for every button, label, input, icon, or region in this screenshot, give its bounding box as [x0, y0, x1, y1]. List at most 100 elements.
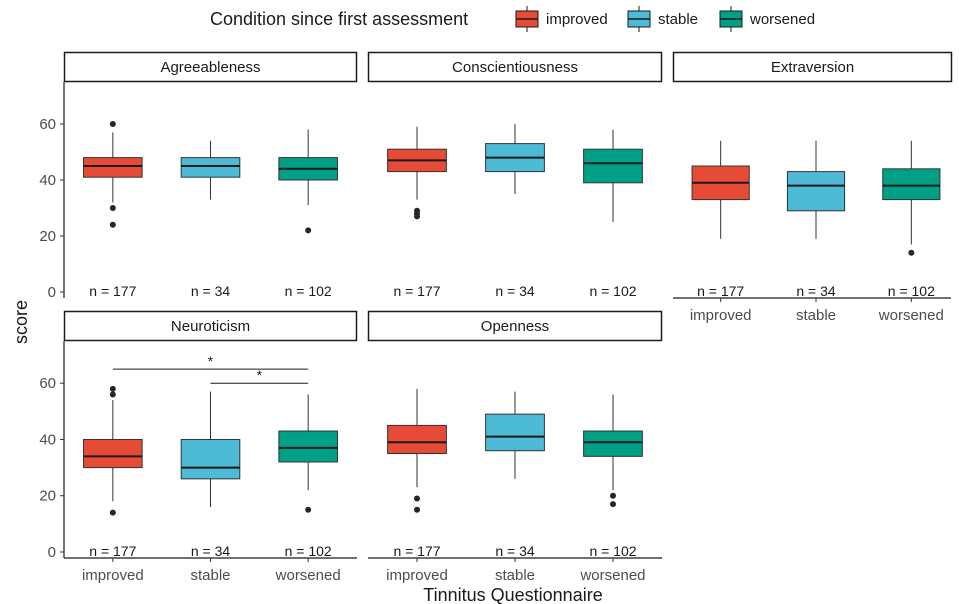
box-worsened: n = 102: [278, 394, 338, 559]
strip-title: Openness: [481, 318, 549, 335]
outlier-point: [109, 509, 116, 516]
box-iqr: [83, 157, 143, 178]
n-label: n = 34: [495, 283, 535, 299]
strip-box: [367, 310, 663, 342]
outlier-point: [414, 495, 420, 502]
box-iqr: [387, 424, 447, 455]
panels: Agreeableness 0 20 40 60 n = 177 n = 34 n = 102…: [39, 51, 953, 584]
box-iqr: [278, 430, 338, 463]
y-axis-title: score: [11, 300, 31, 344]
outlier-point: [109, 391, 116, 398]
n-label: n = 177: [89, 283, 136, 299]
x-axis-title: Tinnitus Questionnaire: [423, 585, 602, 604]
box-iqr: [583, 430, 643, 457]
outlier-point: [109, 205, 116, 211]
outlier-point: [109, 385, 116, 392]
y-tick-label: 40: [39, 172, 56, 189]
n-label: n = 102: [589, 543, 636, 559]
legend-label-stable: stable: [658, 11, 698, 28]
x-tick-label: stable: [190, 567, 230, 584]
panel-openness: Openness improved stable worsened n = 177 n =…: [367, 310, 663, 584]
box-improved: n = 177: [691, 140, 750, 299]
outlier-point: [414, 213, 420, 220]
n-label: n = 177: [697, 283, 744, 299]
box-iqr: [786, 171, 846, 212]
significance-bracket: *: [210, 367, 309, 384]
outlier-point: [305, 227, 312, 234]
x-tick-label: stable: [495, 567, 535, 584]
significance-label: *: [257, 367, 263, 383]
box-worsened: n = 102: [583, 394, 643, 559]
significance-label: *: [208, 353, 214, 369]
n-label: n = 177: [393, 283, 440, 299]
legend-item-improved: improved: [515, 6, 608, 32]
box-improved: n = 177: [387, 388, 447, 559]
box-worsened: n = 102: [278, 129, 338, 299]
n-label: n = 102: [285, 283, 332, 299]
strip-title: Agreeableness: [160, 59, 260, 76]
x-tick-label: worsened: [878, 307, 944, 324]
x-tick-label: improved: [386, 567, 448, 584]
n-label: n = 102: [285, 543, 332, 559]
box-iqr: [882, 168, 941, 201]
n-label: n = 102: [589, 283, 636, 299]
y-tick-label: 40: [39, 431, 56, 448]
strip-box: [672, 51, 953, 83]
n-label: n = 34: [796, 283, 836, 299]
x-tick-label: improved: [690, 307, 752, 324]
box-stable: n = 34: [485, 391, 545, 559]
legend: Condition since first assessment improve…: [210, 6, 815, 32]
outlier-point: [109, 221, 116, 228]
box-improved: n = 177: [83, 121, 143, 299]
outlier-point: [610, 501, 616, 508]
legend-label-improved: improved: [546, 11, 608, 28]
strip-title: Neuroticism: [171, 318, 250, 335]
y-tick-label: 20: [39, 488, 56, 505]
n-label: n = 177: [393, 543, 440, 559]
strip-title: Conscientiousness: [452, 59, 578, 76]
box-improved: n = 177: [387, 126, 447, 299]
box-worsened: n = 102: [583, 129, 643, 299]
box-iqr: [485, 413, 545, 452]
x-tick-label: improved: [82, 567, 144, 584]
box-iqr: [83, 438, 143, 469]
legend-item-stable: stable: [627, 6, 698, 32]
significance-bracket: *: [112, 353, 309, 370]
box-stable: n = 34: [180, 140, 241, 299]
panel-extraversion: Extraversion improved stable worsened n = 17…: [672, 51, 953, 324]
n-label: n = 102: [888, 283, 935, 299]
n-label: n = 34: [191, 283, 231, 299]
legend-label-worsened: worsened: [749, 11, 815, 28]
outlier-point: [305, 506, 312, 513]
box-improved: n = 177: [83, 385, 143, 559]
box-iqr: [180, 438, 241, 480]
outlier-point: [109, 121, 116, 127]
box-stable: n = 34: [485, 124, 545, 299]
panel-conscientiousness: Conscientiousness n = 177 n = 34 n = 102: [367, 51, 663, 299]
box-stable: n = 34: [180, 391, 241, 559]
legend-title: Condition since first assessment: [210, 9, 468, 29]
box-worsened: n = 102: [882, 140, 941, 299]
legend-item-worsened: worsened: [719, 6, 815, 32]
box-iqr: [180, 157, 241, 178]
strip-box: [63, 51, 358, 83]
box-stable: n = 34: [786, 140, 846, 299]
strip-box: [63, 310, 358, 342]
panel-neuroticism: Neuroticism 0 20 40 60 improved stable worsened…: [39, 310, 358, 584]
strip-box: [367, 51, 663, 83]
n-label: n = 177: [89, 543, 136, 559]
x-tick-label: worsened: [275, 567, 341, 584]
y-tick-label: 20: [39, 228, 56, 245]
outlier-point: [610, 492, 616, 499]
outlier-point: [908, 249, 915, 256]
y-tick-label: 0: [48, 284, 56, 301]
y-tick-label: 60: [39, 375, 56, 392]
x-tick-label: worsened: [579, 567, 645, 584]
n-label: n = 34: [191, 543, 231, 559]
y-tick-label: 0: [48, 544, 56, 561]
x-tick-label: stable: [796, 307, 836, 324]
n-label: n = 34: [495, 543, 535, 559]
strip-title: Extraversion: [771, 59, 854, 76]
box-iqr: [583, 148, 643, 184]
